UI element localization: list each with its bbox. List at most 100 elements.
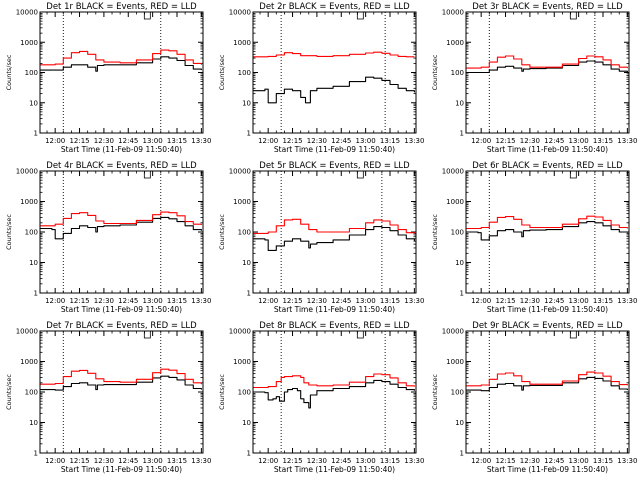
x-tick-label: 13:00 [143,297,163,305]
lld-series-line [466,371,628,387]
y-tick-label: 1000 [20,198,38,206]
y-tick-label: 1 [34,130,38,138]
lld-series-line [40,211,202,227]
x-tick-label: 13:15 [593,297,613,305]
x-axis-label: Start Time (11-Feb-09 11:50:40) [61,465,182,474]
y-tick-label: 1 [460,290,464,298]
x-tick-label: 12:15 [282,457,302,465]
y-tick-label: 100 [238,229,251,237]
x-tick-label: 12:45 [331,137,351,145]
y-tick-label: 10 [455,259,464,267]
y-axis-label: Counts/sec [218,374,226,410]
panel-title: Det 3r BLACK = Events, RED = LLD [472,2,623,12]
y-tick-label: 100 [25,69,38,77]
x-tick-label: 12:30 [307,457,327,465]
events-series-line [40,216,202,240]
x-tick-label: 13:00 [569,137,589,145]
x-tick-label: 12:45 [331,457,351,465]
corner-marker [356,171,364,179]
x-axis-label: Start Time (11-Feb-09 11:50:40) [61,305,182,314]
x-tick-label: 13:15 [380,457,400,465]
panel-8: Det 8r BLACK = Events, RED = LLD 1 10 100 10… [218,321,424,474]
y-tick-label: 1000 [446,39,464,47]
y-tick-label: 1 [247,450,251,458]
y-axis-label: Counts/sec [431,374,439,410]
panel-title: Det 4r BLACK = Events, RED = LLD [46,161,197,171]
x-tick-label: 13:00 [569,457,589,465]
lld-series-line [40,49,202,66]
x-tick-label: 13:15 [593,137,613,145]
x-tick-label: 12:00 [258,457,278,465]
panel-7: Det 7r BLACK = Events, RED = LLD 1 10 100 10… [5,321,211,474]
panel-5: Det 5r BLACK = Events, RED = LLD 1 10 100 10… [218,161,424,314]
x-tick-label: 13:30 [191,137,211,145]
corner-marker [143,171,151,179]
x-tick-label: 12:15 [282,297,302,305]
x-tick-label: 13:00 [356,137,376,145]
panel-3: Det 3r BLACK = Events, RED = LLD 1 10 100 10… [431,2,637,154]
x-tick-label: 12:00 [45,297,65,305]
y-tick-label: 10000 [229,328,251,336]
y-tick-label: 10000 [442,328,464,336]
panel-title: Det 8r BLACK = Events, RED = LLD [259,321,410,331]
corner-marker [569,171,577,179]
x-tick-label: 12:00 [258,297,278,305]
y-tick-label: 10 [29,99,38,107]
x-axis-label: Start Time (11-Feb-09 11:50:40) [274,305,395,314]
plot-frame [465,330,630,454]
y-tick-label: 1 [34,290,38,298]
y-tick-label: 10 [29,419,38,427]
y-tick-label: 100 [25,389,38,397]
x-tick-label: 13:15 [167,297,187,305]
y-tick-label: 100 [25,229,38,237]
x-tick-label: 13:30 [191,297,211,305]
y-tick-label: 100 [451,229,464,237]
x-axis-label: Start Time (11-Feb-09 11:50:40) [61,145,182,154]
panel-title: Det 1r BLACK = Events, RED = LLD [46,2,197,12]
y-tick-label: 1000 [233,358,251,366]
x-tick-label: 12:00 [471,457,491,465]
y-tick-label: 1 [247,290,251,298]
y-tick-label: 1 [460,450,464,458]
lld-series-line [253,218,415,234]
y-tick-label: 1 [247,130,251,138]
x-tick-label: 13:30 [404,297,424,305]
x-tick-label: 12:15 [69,137,89,145]
y-tick-label: 10 [242,99,251,107]
x-tick-label: 13:30 [404,457,424,465]
lld-series-line [40,368,202,385]
plot-frame [39,330,204,454]
corner-marker [143,12,151,20]
x-tick-label: 13:15 [380,297,400,305]
panel-1: Det 1r BLACK = Events, RED = LLD 1 10 100 10… [5,2,211,154]
x-tick-label: 12:15 [69,457,89,465]
x-axis-label: Start Time (11-Feb-09 11:50:40) [274,465,395,474]
events-series-line [466,221,628,241]
x-tick-label: 12:15 [495,457,515,465]
plot-frame [465,11,630,134]
corner-marker [356,331,364,339]
x-tick-label: 13:30 [617,297,637,305]
y-tick-label: 100 [451,69,464,77]
y-axis-label: Counts/sec [5,214,13,250]
x-tick-label: 13:00 [143,137,163,145]
x-axis-label: Start Time (11-Feb-09 11:50:40) [487,305,608,314]
panel-title: Det 9r BLACK = Events, RED = LLD [472,321,623,331]
x-tick-label: 13:30 [617,457,637,465]
x-tick-label: 12:30 [94,297,114,305]
y-tick-label: 1 [460,130,464,138]
panel-4: Det 4r BLACK = Events, RED = LLD 1 10 100 10… [5,161,211,314]
x-tick-label: 12:00 [45,457,65,465]
y-tick-label: 1000 [233,198,251,206]
y-tick-label: 10000 [442,168,464,176]
x-tick-label: 12:45 [118,457,138,465]
x-tick-label: 12:00 [258,137,278,145]
x-tick-label: 12:15 [495,137,515,145]
panel-2: Det 2r BLACK = Events, RED = LLD 1 10 100 10… [218,2,424,154]
y-axis-label: Counts/sec [5,374,13,410]
y-tick-label: 10000 [16,328,38,336]
y-tick-label: 10 [455,99,464,107]
y-tick-label: 1000 [20,39,38,47]
x-tick-label: 12:15 [69,297,89,305]
y-tick-label: 1000 [20,358,38,366]
